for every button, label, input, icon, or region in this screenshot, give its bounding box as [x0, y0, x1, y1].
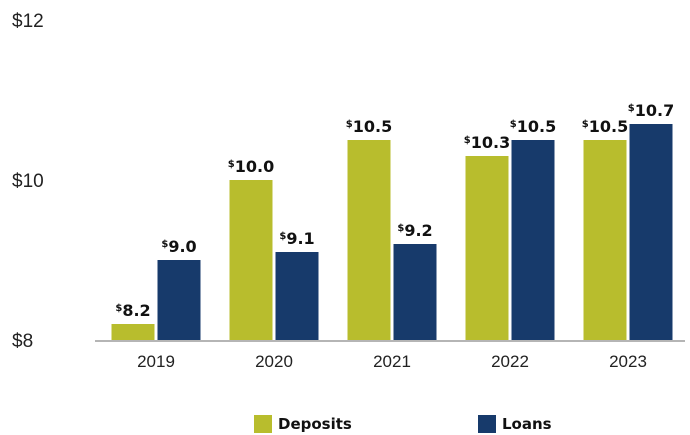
y-tick-label: $8	[12, 331, 33, 352]
bar-deposits-2020	[229, 180, 273, 340]
legend-label-deposits: Deposits	[278, 415, 352, 433]
data-label-loans-2019: $9.0	[161, 237, 196, 256]
legend-loans: Loans	[478, 413, 552, 435]
data-label-deposits-2019: $8.2	[115, 301, 150, 320]
data-label-loans-2020: $9.1	[279, 229, 314, 248]
legend-swatch-loans	[478, 415, 496, 433]
data-label-deposits-2021: $10.5	[346, 117, 392, 136]
bar-loans-2020	[275, 252, 319, 340]
data-label-deposits-2023: $10.5	[582, 117, 628, 136]
data-label-deposits-2020: $10.0	[228, 157, 274, 176]
x-tick-label-2020: 2020	[255, 352, 293, 371]
bar-deposits-2021	[347, 140, 391, 340]
bar-loans-2019	[157, 260, 201, 340]
y-tick-label: $10	[12, 171, 44, 192]
legend-swatch-deposits	[254, 415, 272, 433]
legend-deposits: Deposits	[254, 413, 352, 435]
bar-deposits-2019	[111, 324, 155, 340]
y-tick-label: $12	[12, 11, 44, 32]
x-tick-label-2022: 2022	[491, 352, 529, 371]
legend-label-loans: Loans	[502, 415, 552, 433]
data-label-loans-2023: $10.7	[628, 101, 674, 120]
bar-deposits-2022	[465, 156, 509, 340]
x-tick-label-2021: 2021	[373, 352, 411, 371]
bar-loans-2021	[393, 244, 437, 340]
bar-deposits-2023	[583, 140, 627, 340]
bar-loans-2023	[629, 124, 673, 340]
x-tick-label-2023: 2023	[609, 352, 647, 371]
data-label-loans-2022: $10.5	[510, 117, 556, 136]
x-tick-label-2019: 2019	[137, 352, 175, 371]
bar-loans-2022	[511, 140, 555, 340]
data-label-deposits-2022: $10.3	[464, 133, 510, 152]
data-label-loans-2021: $9.2	[397, 221, 432, 240]
